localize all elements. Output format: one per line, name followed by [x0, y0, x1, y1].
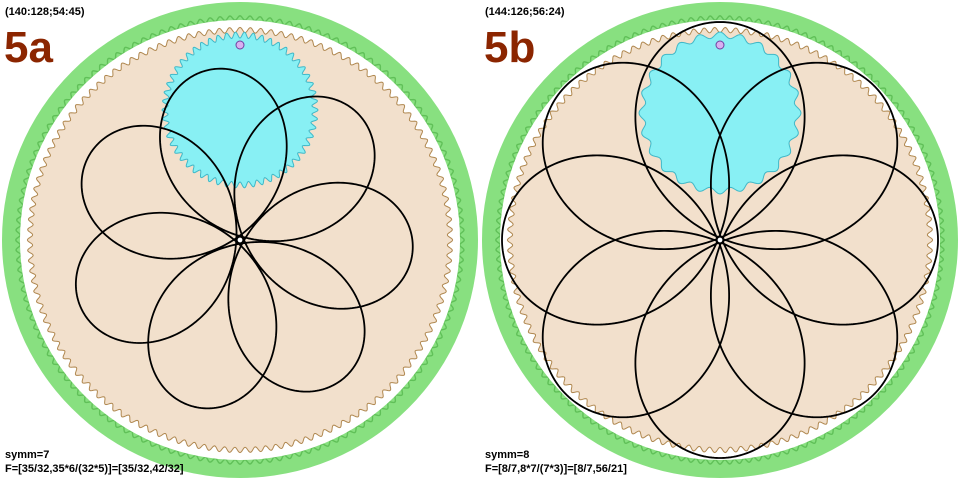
gear-parameters: (140:128;54:45): [5, 6, 85, 18]
figure-label: 5a: [4, 23, 53, 72]
symmetry-text: symm=7: [5, 449, 50, 461]
formula-text: F=[35/32,35*6/(32*5)]=[35/32,42/32]: [5, 463, 184, 475]
pen-hole: [235, 40, 245, 50]
panel-5b: (144:126;56:24) 5b symm=8 F=[8/7,8*7/(7*…: [480, 0, 960, 480]
figure-label: 5b: [484, 23, 536, 72]
rosette-curve: [74, 67, 414, 410]
outer-ring-teeth: [15, 15, 465, 465]
panel-5a: (140:128;54:45) 5a symm=7 F=[35/32,35*6/…: [2, 2, 478, 478]
spirograph-5b: [482, 2, 958, 478]
gear-parameters: (144:126;56:24): [485, 6, 565, 18]
outer-ring-teeth: [495, 15, 945, 465]
pen-hole: [715, 40, 725, 50]
rosette-curve: [501, 21, 939, 459]
symmetry-text: symm=8: [485, 449, 530, 461]
center-marker: [236, 236, 244, 244]
spirograph-5a: [2, 2, 478, 478]
center-marker: [716, 236, 724, 244]
formula-text: F=[8/7,8*7/(7*3)]=[8/7,56/21]: [485, 463, 627, 475]
moving-gear: [638, 31, 802, 195]
